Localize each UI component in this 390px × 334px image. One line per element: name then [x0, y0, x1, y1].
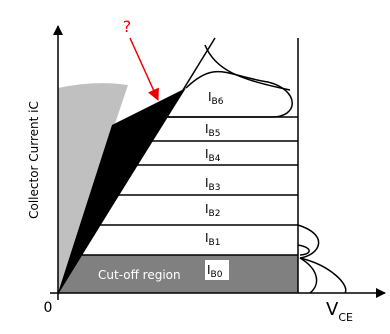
region-bg: [94, 264, 192, 284]
curve-line: [204, 44, 291, 91]
curve-label-sub: B6: [212, 97, 224, 107]
curve-label: IB6: [208, 90, 224, 107]
curve-label-main: I: [208, 90, 212, 104]
curve-label-main: I: [205, 122, 209, 136]
curve-label-sub: B2: [209, 209, 221, 219]
curve-label-sub: B0: [211, 270, 223, 280]
curve-line: [297, 224, 347, 294]
curve-line: [297, 244, 310, 256]
curve-label-main: I: [205, 231, 209, 245]
y-axis-label: Collector Current iC: [27, 101, 41, 219]
boundary-line: [57, 37, 216, 294]
curve-label: IB0: [207, 263, 223, 280]
curve-label-sub: B3: [209, 183, 221, 193]
curve-label-main: I: [205, 176, 209, 190]
curve-label: IB1: [205, 231, 220, 248]
curve-line: [166, 70, 293, 118]
x-axis-label: VCE: [326, 299, 353, 324]
curve-label-main: I: [207, 263, 211, 277]
annotation: ?: [123, 17, 132, 36]
curve-label: IB2: [205, 202, 220, 219]
curve-label-main: I: [205, 202, 209, 216]
origin-label: 0: [44, 300, 53, 316]
annotation-arrow: [129, 37, 159, 101]
x-axis-sub: CE: [338, 311, 353, 324]
label-bg: [205, 260, 229, 280]
region-label: Cut-off region: [98, 268, 181, 282]
curve-label: IB3: [205, 176, 220, 193]
curve-line: [299, 257, 318, 294]
x-axis-main: V: [326, 299, 339, 320]
curve-label-sub: B1: [209, 238, 221, 248]
curve-label-sub: B5: [209, 129, 221, 139]
curve-label: IB4: [205, 147, 221, 164]
curves: [81, 44, 347, 294]
curve-label-sub: B4: [209, 154, 221, 164]
curve-label: IB5: [205, 122, 220, 139]
curve-label-main: I: [205, 147, 209, 161]
